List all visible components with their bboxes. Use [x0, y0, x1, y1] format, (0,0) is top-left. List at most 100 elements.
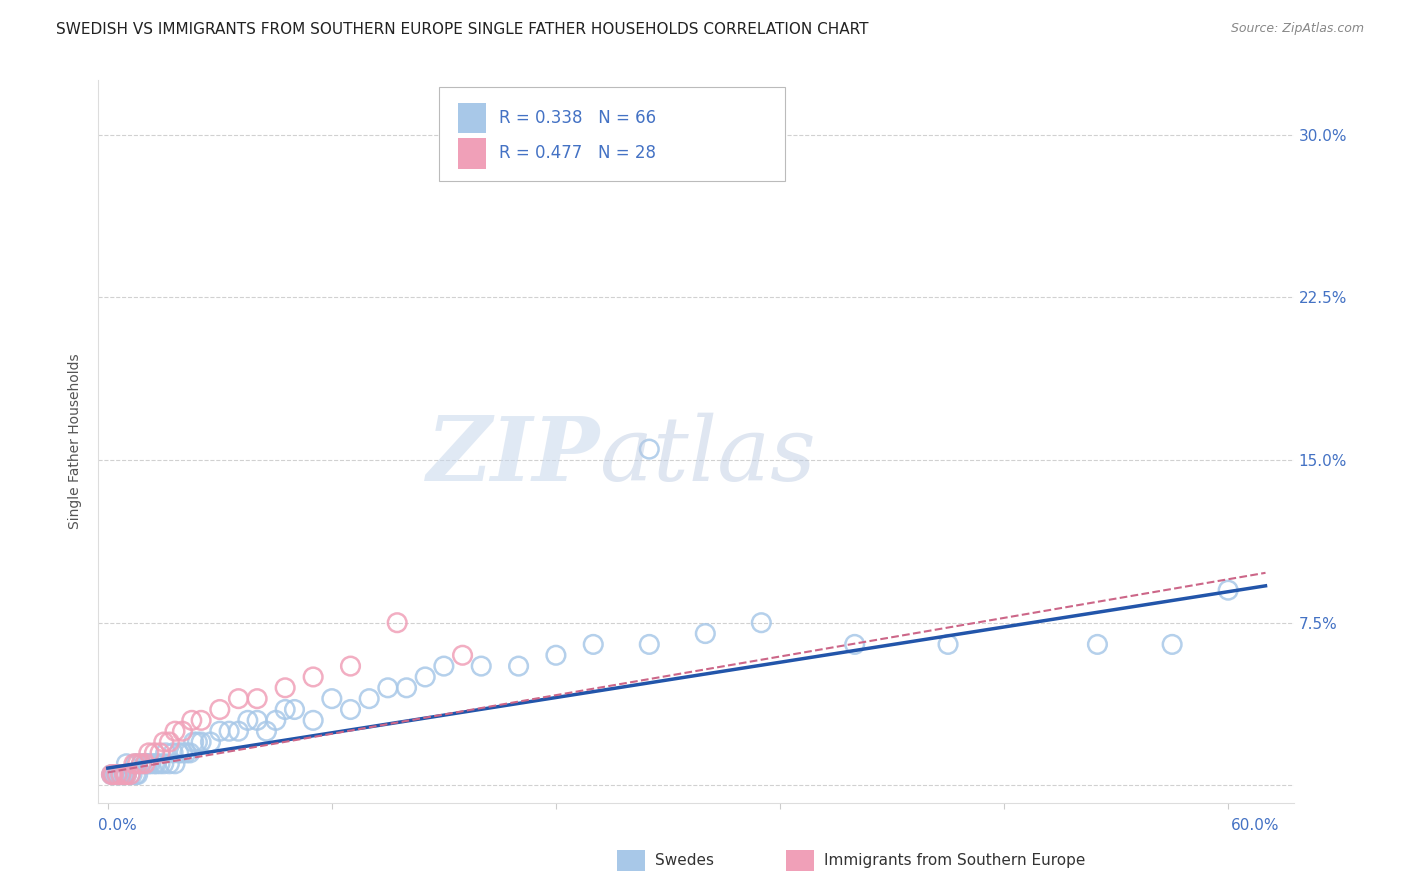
- Text: R = 0.477   N = 28: R = 0.477 N = 28: [499, 145, 657, 162]
- Point: [936, 637, 959, 651]
- Point: [190, 714, 212, 728]
- Point: [134, 756, 156, 771]
- Point: [183, 735, 205, 749]
- Point: [200, 735, 222, 749]
- Point: [115, 767, 138, 781]
- Text: 0.0%: 0.0%: [98, 818, 138, 832]
- Point: [149, 756, 172, 771]
- Text: Swedes: Swedes: [655, 854, 714, 868]
- Point: [120, 767, 142, 781]
- Point: [302, 714, 325, 728]
- Point: [111, 767, 134, 781]
- Point: [100, 767, 122, 781]
- Point: [163, 756, 186, 771]
- Point: [103, 767, 125, 781]
- Point: [163, 724, 186, 739]
- Point: [152, 735, 174, 749]
- Point: [100, 767, 122, 781]
- Point: [186, 735, 208, 749]
- Point: [167, 746, 190, 760]
- Text: Immigrants from Southern Europe: Immigrants from Southern Europe: [824, 854, 1085, 868]
- Point: [339, 702, 361, 716]
- Point: [179, 746, 201, 760]
- Y-axis label: Single Father Households: Single Father Households: [69, 354, 83, 529]
- Point: [451, 648, 474, 663]
- Point: [236, 714, 259, 728]
- Point: [114, 767, 136, 781]
- Point: [228, 691, 250, 706]
- Point: [143, 756, 166, 771]
- Point: [138, 756, 160, 771]
- Point: [246, 714, 269, 728]
- Point: [433, 659, 456, 673]
- Point: [115, 767, 138, 781]
- Text: R = 0.338   N = 66: R = 0.338 N = 66: [499, 109, 657, 127]
- Point: [110, 767, 132, 781]
- Point: [470, 659, 492, 673]
- Point: [283, 702, 305, 716]
- Point: [749, 615, 772, 630]
- Point: [121, 767, 143, 781]
- Point: [339, 659, 361, 673]
- Point: [105, 767, 128, 781]
- Point: [582, 637, 605, 651]
- Text: Source: ZipAtlas.com: Source: ZipAtlas.com: [1230, 22, 1364, 36]
- Point: [110, 767, 132, 781]
- Point: [208, 702, 231, 716]
- Point: [844, 637, 866, 651]
- Text: SWEDISH VS IMMIGRANTS FROM SOUTHERN EUROPE SINGLE FATHER HOUSEHOLDS CORRELATION : SWEDISH VS IMMIGRANTS FROM SOUTHERN EURO…: [56, 22, 869, 37]
- Point: [321, 691, 343, 706]
- Point: [208, 724, 231, 739]
- Point: [180, 714, 202, 728]
- Point: [256, 724, 278, 739]
- Point: [1218, 583, 1240, 598]
- Point: [274, 681, 297, 695]
- Point: [136, 756, 159, 771]
- Point: [246, 691, 269, 706]
- Point: [108, 767, 131, 781]
- Point: [174, 746, 197, 760]
- Point: [359, 691, 381, 706]
- Point: [1161, 637, 1184, 651]
- Point: [139, 756, 162, 771]
- Point: [131, 756, 153, 771]
- Point: [695, 626, 717, 640]
- Point: [149, 746, 172, 760]
- Point: [544, 648, 567, 663]
- Point: [134, 756, 156, 771]
- Point: [157, 756, 180, 771]
- Point: [638, 637, 661, 651]
- Point: [125, 767, 148, 781]
- Point: [1087, 637, 1109, 651]
- Point: [172, 746, 194, 760]
- Point: [145, 756, 167, 771]
- Point: [385, 615, 409, 630]
- Point: [115, 756, 138, 771]
- Point: [190, 735, 212, 749]
- Point: [105, 767, 128, 781]
- Point: [127, 756, 149, 771]
- Point: [218, 724, 240, 739]
- Point: [104, 767, 127, 781]
- Point: [143, 746, 166, 760]
- Text: 60.0%: 60.0%: [1232, 818, 1279, 832]
- Text: ZIP: ZIP: [427, 413, 600, 500]
- Point: [125, 756, 148, 771]
- Point: [138, 746, 160, 760]
- Point: [302, 670, 325, 684]
- Point: [228, 724, 250, 739]
- Text: atlas: atlas: [600, 413, 815, 500]
- Point: [172, 724, 194, 739]
- Point: [274, 702, 297, 716]
- Point: [395, 681, 418, 695]
- Point: [377, 681, 399, 695]
- Point: [131, 756, 153, 771]
- Point: [122, 756, 145, 771]
- Point: [103, 767, 125, 781]
- Point: [152, 756, 174, 771]
- Point: [120, 767, 142, 781]
- Point: [638, 442, 661, 457]
- Point: [127, 767, 149, 781]
- Point: [508, 659, 530, 673]
- Point: [155, 746, 177, 760]
